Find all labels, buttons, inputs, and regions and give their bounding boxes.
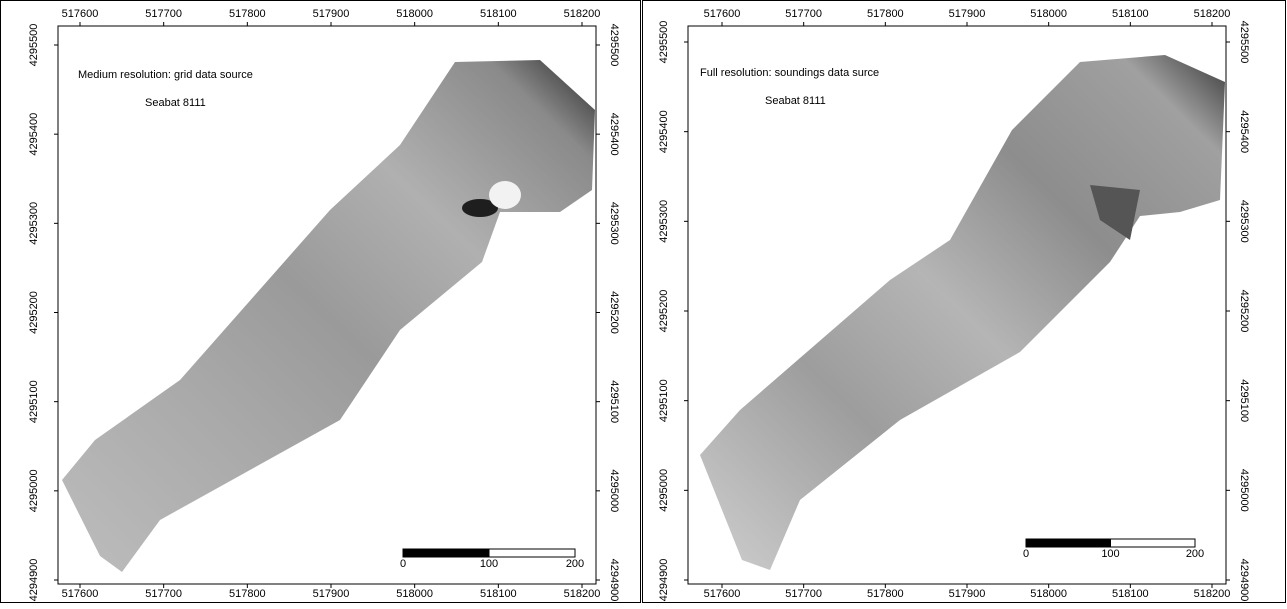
x-tick-label: 517800: [867, 588, 904, 600]
y-tick-label: 4295500: [658, 21, 670, 64]
y-tick-label: 4295100: [28, 380, 40, 423]
x-tick-label: 517600: [704, 588, 741, 600]
y-tick-label: 4295300: [608, 202, 620, 245]
y-tick-label: 4295500: [28, 24, 40, 67]
x-tick-label: 517800: [867, 8, 904, 20]
x-tick-label: 517800: [229, 588, 266, 600]
y-tick-label: 4294900: [28, 559, 40, 602]
x-tick-label: 518000: [396, 588, 433, 600]
scale-bar-label: 200: [1186, 548, 1204, 560]
y-tick-label: 4295400: [658, 110, 670, 153]
scale-bar-segment: [403, 549, 489, 557]
map-title: Full resolution: soundings data surce: [700, 67, 879, 79]
bathymetry-soundings: [700, 55, 1225, 570]
x-tick-label: 518000: [396, 8, 433, 20]
y-tick-label: 4295200: [1238, 290, 1250, 333]
y-tick-label: 4295000: [608, 469, 620, 512]
x-tick-label: 517700: [145, 8, 182, 20]
scale-bar-segment: [489, 549, 575, 557]
y-tick-label: 4295000: [28, 469, 40, 512]
x-tick-label: 518100: [480, 8, 517, 20]
y-tick-label: 4295400: [1238, 110, 1250, 153]
y-tick-label: 4295200: [28, 291, 40, 334]
y-tick-label: 4295300: [1238, 200, 1250, 243]
y-tick-label: 4295400: [28, 113, 40, 156]
x-tick-label: 517800: [229, 8, 266, 20]
map-figure: Medium resolution: grid data source Seaba…: [0, 0, 1287, 604]
x-tick-label: 517900: [949, 8, 986, 20]
y-tick-label: 4295100: [1238, 379, 1250, 422]
x-tick-label: 517700: [145, 588, 182, 600]
y-tick-label: 4295500: [1238, 21, 1250, 64]
x-tick-label: 518200: [564, 8, 601, 20]
x-tick-label: 517600: [62, 8, 99, 20]
x-tick-label: 517900: [949, 588, 986, 600]
x-tick-label: 517900: [313, 588, 350, 600]
scale-bar-label: 100: [480, 558, 498, 570]
light-feature: [489, 181, 521, 209]
y-tick-label: 4294900: [608, 559, 620, 602]
y-tick-label: 4295200: [608, 291, 620, 334]
y-tick-label: 4295300: [658, 200, 670, 243]
scale-bar-label: 100: [1101, 548, 1119, 560]
x-tick-label: 518000: [1030, 588, 1067, 600]
x-tick-label: 517700: [785, 588, 822, 600]
x-tick-label: 518200: [1194, 588, 1231, 600]
x-tick-label: 517900: [313, 8, 350, 20]
scale-bar-label: 0: [400, 558, 406, 570]
scale-bar-label: 200: [566, 558, 584, 570]
y-tick-label: 4295300: [28, 202, 40, 245]
map-subtitle: Seabat 8111: [145, 97, 206, 109]
y-tick-label: 4295100: [658, 379, 670, 422]
x-tick-label: 518000: [1030, 8, 1067, 20]
y-tick-label: 4295000: [658, 469, 670, 512]
x-tick-label: 518200: [564, 588, 601, 600]
map-title: Medium resolution: grid data source: [78, 69, 253, 81]
bathymetry-grid: [62, 60, 595, 572]
scale-bar-segment: [1026, 539, 1111, 547]
x-tick-label: 518200: [1194, 8, 1231, 20]
x-tick-label: 517600: [62, 588, 99, 600]
y-tick-label: 4294900: [658, 559, 670, 602]
y-tick-label: 4295500: [608, 24, 620, 67]
x-tick-label: 518100: [1112, 588, 1149, 600]
scale-bar-label: 0: [1023, 548, 1029, 560]
x-tick-label: 517700: [785, 8, 822, 20]
y-tick-label: 4295400: [608, 113, 620, 156]
y-tick-label: 4295200: [658, 290, 670, 333]
y-tick-label: 4294900: [1238, 559, 1250, 602]
y-tick-label: 4295000: [1238, 469, 1250, 512]
map-subtitle: Seabat 8111: [765, 95, 826, 107]
x-tick-label: 517600: [704, 8, 741, 20]
x-tick-label: 518100: [480, 588, 517, 600]
scale-bar-segment: [1111, 539, 1196, 547]
y-tick-label: 4295100: [608, 380, 620, 423]
x-tick-label: 518100: [1112, 8, 1149, 20]
